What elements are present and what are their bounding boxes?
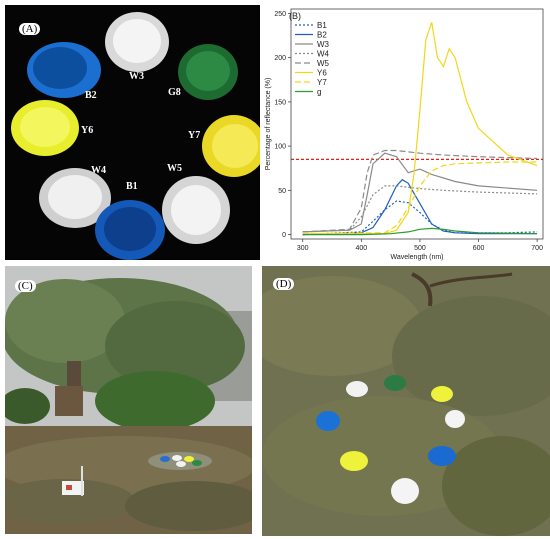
y-axis-label: Percentage of reflectance (%) [265, 78, 272, 171]
series-line-g [302, 227, 538, 236]
legend-label-y6: Y6 [317, 69, 327, 78]
series-line-b2 [302, 178, 538, 236]
y-tick-label: 0 [282, 232, 286, 239]
legend-label-b2: B2 [317, 31, 327, 40]
y-tick-label: 50 [278, 188, 286, 195]
bowl-label-y7: Y7 [188, 130, 201, 141]
bowl-w3 [105, 12, 169, 72]
bowls-photo [11, 12, 260, 260]
series-line-w3 [302, 152, 538, 233]
x-tick-label: 400 [355, 245, 367, 252]
field-photo-grass-panel: (D) [262, 266, 550, 536]
bowl-y6 [11, 100, 79, 156]
bowl-label-b1: B1 [126, 181, 138, 192]
y-tick-label: 150 [274, 99, 286, 106]
field-photo-tree [5, 266, 252, 534]
bowl-label-w4: W4 [91, 165, 106, 176]
field-photo-grass [262, 266, 550, 536]
bowl-b2 [27, 42, 101, 98]
bowl-w5 [162, 176, 230, 244]
bowl-label-g8: G8 [168, 87, 181, 98]
legend-label-g: g [317, 88, 321, 97]
x-tick-label: 600 [473, 245, 485, 252]
panel-a-tag: (A) [19, 23, 41, 35]
legend-label-w4: W4 [317, 50, 330, 59]
plot-frame [290, 8, 544, 240]
bowl-y7 [202, 115, 260, 177]
panel-b-tag: (B) [289, 11, 301, 21]
y-tick-label: 250 [274, 11, 286, 18]
bowl-label-b2: B2 [85, 90, 97, 101]
panel-c-tag: (C) [15, 280, 36, 292]
legend-label-b1: B1 [317, 21, 327, 30]
bowl-label-w5: W5 [167, 163, 182, 174]
photo-bowls-panel: (A) W3 B2 G8 Y6 Y7 W4 B1 W5 [5, 5, 260, 260]
bowl-w4 [39, 168, 111, 228]
series-line-w5 [302, 149, 538, 233]
x-tick-label: 500 [414, 245, 426, 252]
legend-label-w5: W5 [317, 59, 330, 68]
legend-label-w3: W3 [317, 40, 330, 49]
reflectance-chart-panel: 300 400 500 600 700 0 50 100 150 200 250 B1 B2 W3 W4 W… [263, 3, 550, 261]
series-line-y6 [302, 22, 538, 235]
x-tick-label: 700 [531, 245, 543, 252]
x-axis-label: Wavelength (nm) [390, 254, 443, 261]
panel-d-tag: (D) [273, 278, 295, 290]
series-line-y7 [302, 161, 538, 235]
x-tick-label: 300 [297, 245, 309, 252]
bowl-label-y6: Y6 [81, 125, 94, 136]
y-tick-label: 100 [274, 144, 286, 151]
bowl-b1 [95, 200, 165, 260]
bowl-label-w3: W3 [129, 71, 144, 82]
bowl-g8 [178, 44, 238, 100]
y-tick-label: 200 [274, 55, 286, 62]
legend-label-y7: Y7 [317, 78, 327, 87]
series-line-w4 [302, 185, 538, 233]
field-photo-tree-panel: (C) [5, 266, 252, 534]
